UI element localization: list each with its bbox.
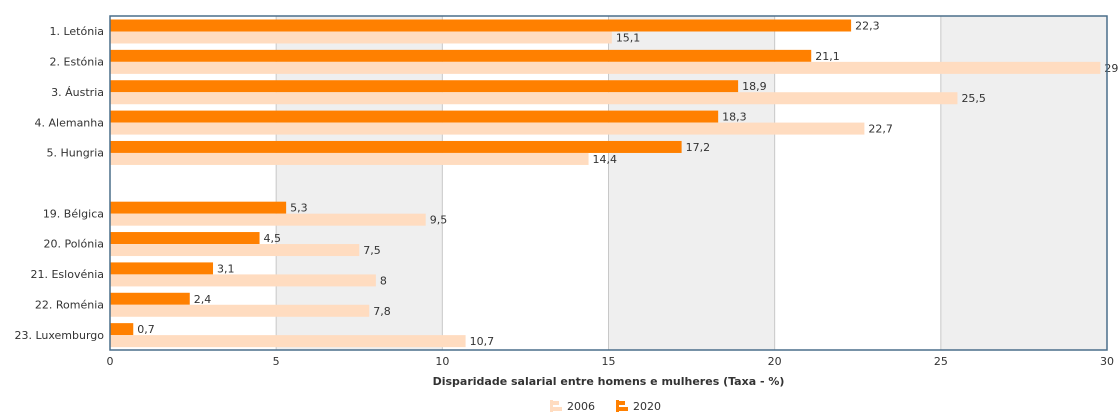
x-tick-label: 25 (934, 355, 948, 368)
category-label: 3. Áustria (51, 86, 104, 99)
bar-2020 (110, 49, 812, 62)
bar-2006 (110, 274, 376, 287)
bar-2006 (110, 304, 370, 317)
x-tick-label: 15 (602, 355, 616, 368)
data-label-2006: 29,8 (1104, 62, 1118, 75)
data-label-2020: 22,3 (855, 20, 880, 33)
category-label: 5. Hungria (46, 147, 104, 160)
legend-label: 2020 (633, 400, 661, 413)
legend-icon (616, 400, 619, 412)
legend-icon (553, 407, 562, 411)
category-label: 1. Letónia (49, 25, 104, 38)
bar-2020 (110, 323, 134, 336)
x-tick-label: 10 (435, 355, 449, 368)
legend-label: 2006 (567, 400, 595, 413)
bar-2020 (110, 262, 214, 275)
category-label: 19. Bélgica (43, 207, 104, 220)
x-tick-label: 30 (1100, 355, 1114, 368)
data-label-2020: 5,3 (290, 202, 308, 215)
bar-2020 (110, 19, 852, 32)
data-label-2020: 0,7 (137, 323, 155, 336)
x-tick-label: 5 (273, 355, 280, 368)
data-label-2006: 9,5 (430, 214, 448, 227)
category-label: 23. Luxemburgo (14, 329, 104, 342)
legend-item-2006: 2006 (550, 400, 595, 413)
legend: 2006 2020 (550, 400, 661, 413)
bar-2020 (110, 140, 682, 153)
data-label-2006: 8 (380, 274, 387, 287)
legend-item-2020: 2020 (616, 400, 661, 413)
bar-2006 (110, 244, 360, 257)
bar-2020 (110, 292, 190, 305)
legend-icon (553, 401, 559, 405)
category-label: 20. Polónia (43, 238, 104, 251)
data-label-2006: 22,7 (868, 123, 893, 136)
data-label-2006: 7,5 (363, 244, 381, 257)
data-label-2020: 17,2 (686, 141, 711, 154)
category-label: 22. Roménia (35, 298, 104, 311)
data-label-2020: 2,4 (194, 293, 212, 306)
plot-frame (109, 15, 1108, 351)
data-label-2006: 15,1 (616, 32, 641, 45)
data-label-2020: 18,3 (722, 111, 747, 124)
bar-2020 (110, 201, 287, 214)
data-label-2020: 21,1 (815, 50, 840, 63)
category-label: 21. Eslovénia (30, 268, 104, 281)
data-label-2006: 10,7 (470, 335, 495, 348)
data-label-2020: 4,5 (264, 232, 282, 245)
bar-2006 (110, 122, 865, 135)
data-label-2020: 3,1 (217, 262, 235, 275)
legend-icon (550, 400, 553, 412)
bar-2006 (110, 31, 612, 44)
category-label: 4. Alemanha (35, 116, 104, 129)
bar-2006 (110, 335, 466, 348)
bar-2020 (110, 110, 719, 123)
bar-2006 (110, 213, 426, 226)
category-label: 2. Estónia (50, 56, 104, 69)
data-label-2006: 7,8 (373, 305, 391, 318)
bar-2020 (110, 232, 260, 245)
data-label-2006: 25,5 (961, 92, 986, 105)
legend-icon (619, 401, 625, 405)
bar-2020 (110, 80, 739, 93)
bar-2006 (110, 152, 589, 165)
data-label-2020: 18,9 (742, 80, 767, 93)
data-label-2006: 14,4 (593, 153, 618, 166)
legend-icon (619, 407, 628, 411)
x-axis-title: Disparidade salarial entre homens e mulh… (433, 375, 785, 388)
bar-2006 (110, 92, 958, 105)
x-tick-label: 20 (768, 355, 782, 368)
bar-2006 (110, 61, 1101, 74)
x-tick-label: 0 (107, 355, 114, 368)
